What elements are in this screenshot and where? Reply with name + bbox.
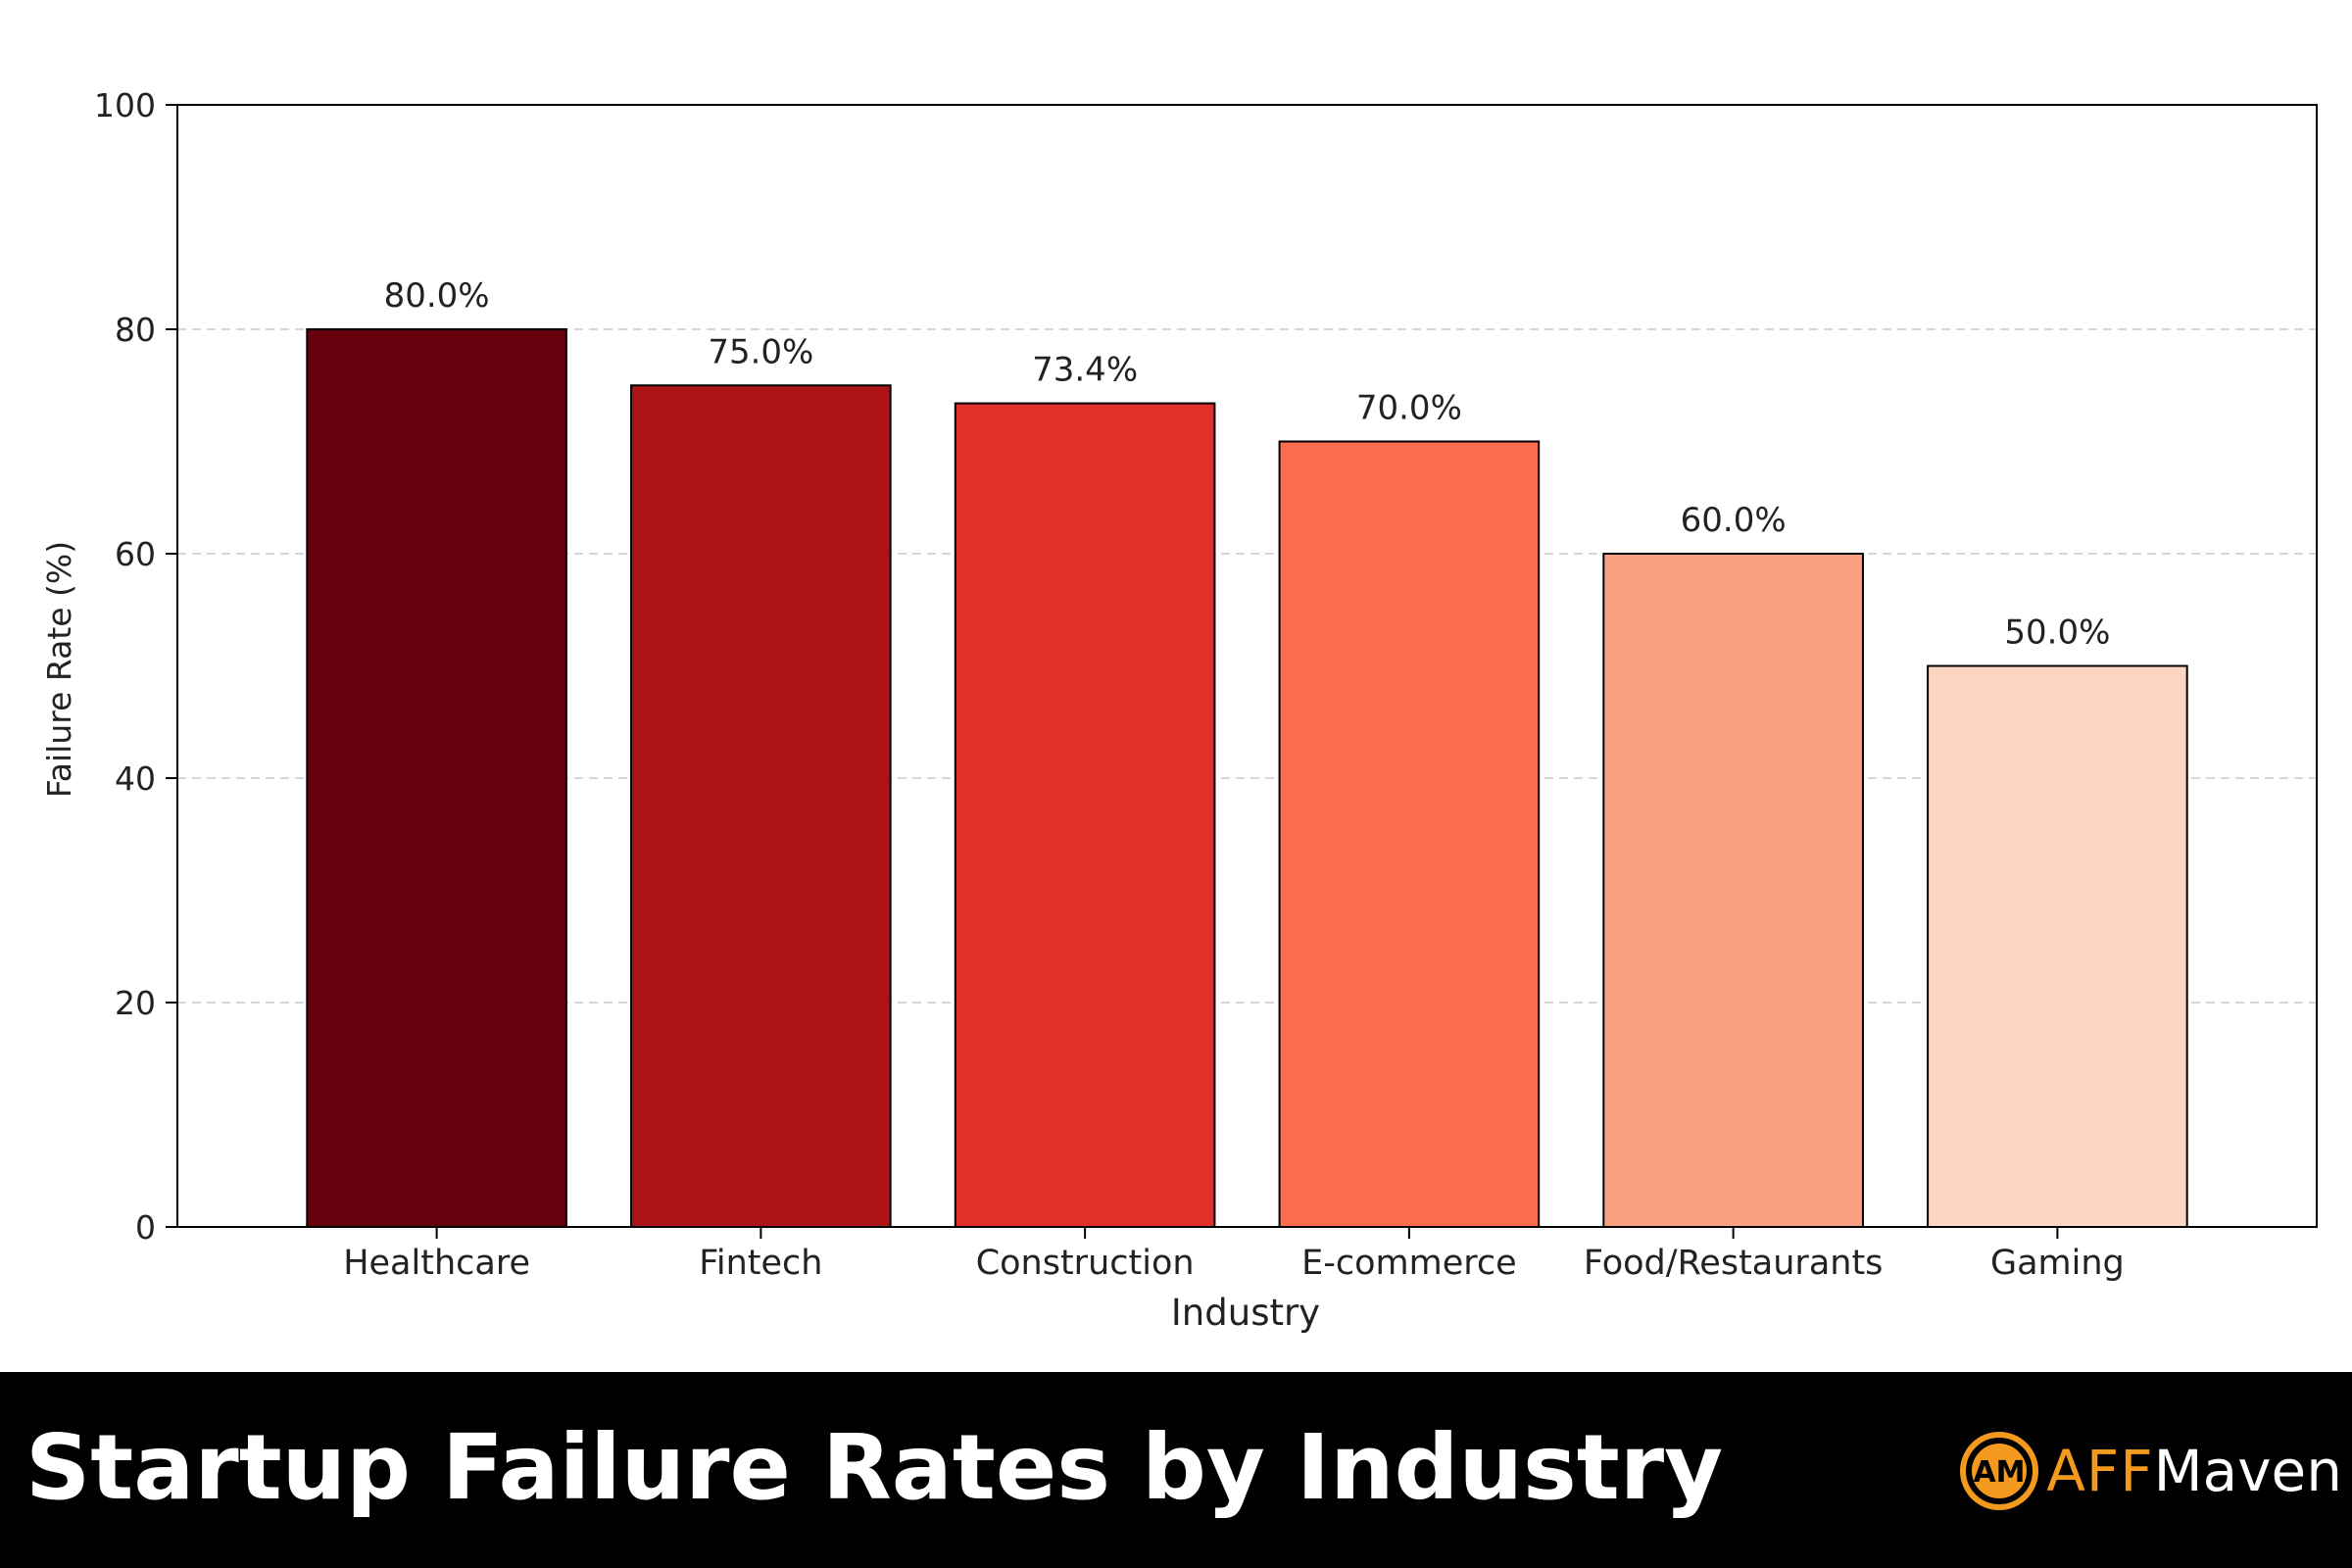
x-axis-label: Industry — [1171, 1292, 1320, 1334]
brand-initials: AM — [1974, 1455, 2026, 1490]
brand-aff-text: AFF — [2046, 1438, 2154, 1504]
bar-value-label: 70.0% — [1356, 389, 1462, 428]
bar — [1602, 553, 1864, 1228]
y-tick-label: 40 — [115, 760, 156, 798]
y-tick-label: 80 — [115, 311, 156, 349]
x-tick-label: Construction — [976, 1244, 1195, 1283]
x-tick-label: Fintech — [699, 1244, 822, 1283]
y-tick-label: 100 — [94, 86, 156, 124]
brand-logo: AM AFF Maven — [1958, 1427, 2342, 1515]
y-tick-label: 20 — [115, 984, 156, 1022]
axes — [166, 104, 2318, 1239]
bar-chart: 80.0% 75.0% 73.4% 70.0% 60.0% 50.0% 0 20 40 60 80… — [40, 86, 2318, 1334]
y-axis-label: Failure Rate (%) — [40, 541, 78, 798]
y-tick-label: 0 — [135, 1208, 156, 1247]
bar-value-label: 80.0% — [384, 276, 490, 316]
bar-value-label: 73.4% — [1032, 351, 1138, 390]
title-banner: Startup Failure Rates by Industry AM AFF… — [0, 1372, 2352, 1568]
bar — [306, 328, 567, 1228]
bar — [1927, 664, 2188, 1228]
x-tick-label: Gaming — [1990, 1244, 2125, 1283]
x-tick-label: Healthcare — [343, 1244, 530, 1283]
am-logo-icon: AM — [1960, 1432, 2039, 1510]
brand-maven-text: Maven — [2153, 1438, 2342, 1504]
bar — [1278, 440, 1541, 1228]
bar — [954, 402, 1216, 1228]
bar — [630, 384, 892, 1228]
tick-labels: 0 20 40 60 80 100 Healthcare Fintech Constructio… — [94, 86, 2125, 1283]
value-labels: 80.0% 75.0% 73.4% 70.0% 60.0% 50.0% — [384, 276, 2111, 653]
x-tick-label: Food/Restaurants — [1584, 1244, 1884, 1283]
bar-value-label: 60.0% — [1681, 501, 1787, 540]
bar-value-label: 50.0% — [2004, 613, 2110, 653]
page-title: Startup Failure Rates by Industry — [25, 1415, 1724, 1520]
bars — [306, 328, 2188, 1228]
plot-frame — [176, 104, 2318, 1228]
y-tick-label: 60 — [115, 535, 156, 573]
bar-value-label: 75.0% — [708, 332, 813, 371]
chart-area: 80.0% 75.0% 73.4% 70.0% 60.0% 50.0% 0 20 40 60 80… — [40, 86, 2318, 1334]
x-tick-label: E-commerce — [1301, 1244, 1517, 1283]
